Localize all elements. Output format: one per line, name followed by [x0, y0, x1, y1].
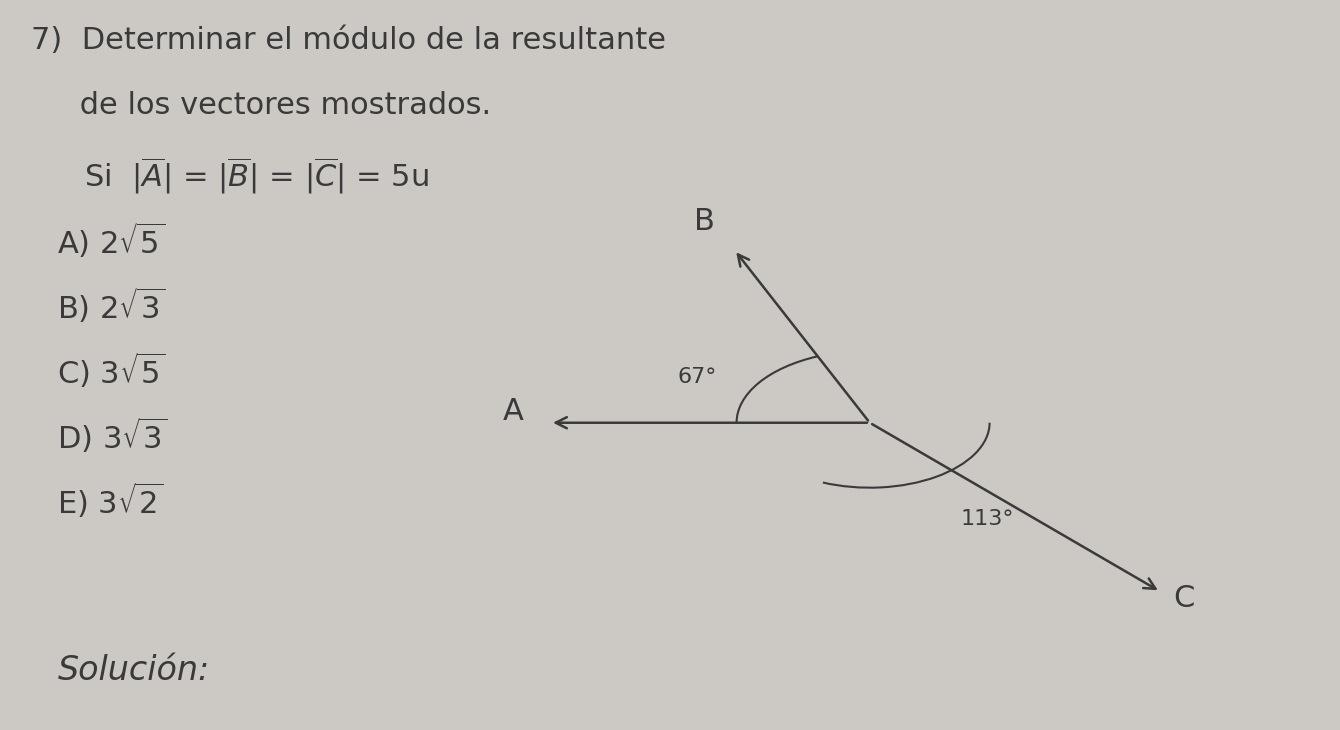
- Text: 7)  Determinar el módulo de la resultante: 7) Determinar el módulo de la resultante: [31, 26, 666, 55]
- Text: E) $3\sqrt{2}$: E) $3\sqrt{2}$: [58, 480, 163, 520]
- Text: C: C: [1174, 585, 1195, 613]
- Text: B) $2\sqrt{3}$: B) $2\sqrt{3}$: [58, 285, 166, 326]
- Text: Si  $|\overline{A}|$ = $|\overline{B}|$ = $|\overline{C}|$ = 5u: Si $|\overline{A}|$ = $|\overline{B}|$ =…: [84, 155, 429, 196]
- Text: A) $2\sqrt{5}$: A) $2\sqrt{5}$: [58, 220, 166, 261]
- Text: 113°: 113°: [961, 509, 1014, 529]
- Text: 67°: 67°: [678, 367, 717, 387]
- Text: Solución:: Solución:: [58, 653, 209, 687]
- Text: C) $3\sqrt{5}$: C) $3\sqrt{5}$: [58, 350, 166, 391]
- Text: de los vectores mostrados.: de los vectores mostrados.: [31, 91, 490, 120]
- Text: D) $3\sqrt{3}$: D) $3\sqrt{3}$: [58, 415, 169, 456]
- Text: B: B: [694, 207, 714, 236]
- Text: A: A: [502, 397, 524, 426]
